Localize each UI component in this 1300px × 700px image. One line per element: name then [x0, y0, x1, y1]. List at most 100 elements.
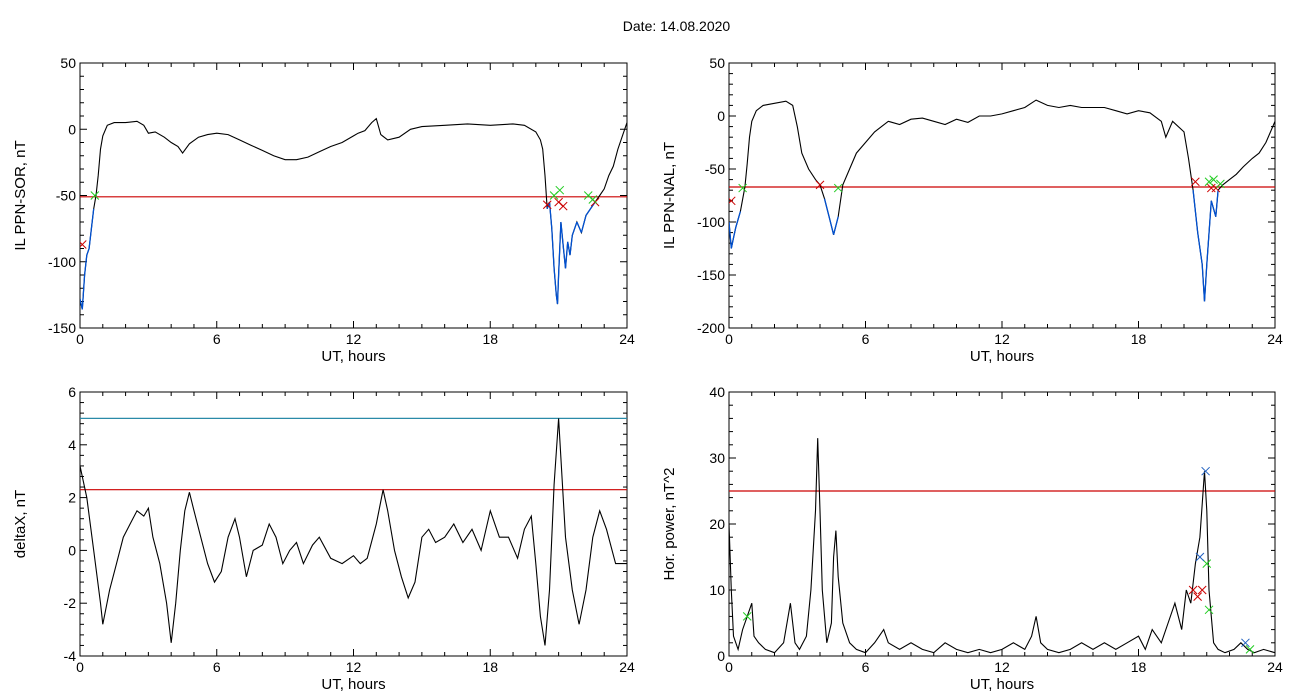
- x-tick-label: 18: [1131, 659, 1147, 675]
- x-tick-label: 24: [1267, 659, 1283, 675]
- y-tick-label: 0: [68, 542, 76, 558]
- marker-green-x: [1209, 175, 1218, 184]
- series-line: [80, 117, 627, 310]
- page-title: Date: 14.08.2020: [622, 18, 731, 34]
- marker-red-x-stroke-b: [80, 240, 87, 248]
- marker-blue-x: [1195, 552, 1205, 562]
- marker-green-x-stroke-b: [1209, 175, 1218, 184]
- y-tick-label: 0: [717, 108, 725, 124]
- marker-green-x: [1216, 179, 1225, 189]
- marker-green-x-stroke-b: [742, 612, 752, 621]
- x-tick-label: 0: [725, 659, 733, 675]
- marker-green-x-stroke-b: [833, 183, 843, 193]
- marker-green-x-stroke-b: [583, 191, 593, 200]
- marker-red-x-stroke-b: [1197, 585, 1207, 595]
- y-axis-label: IL PPN-NAL, nT: [661, 142, 678, 249]
- x-tick-label: 6: [213, 659, 221, 675]
- series-line-active: [729, 190, 1219, 302]
- y-tick-label: 0: [68, 121, 76, 137]
- x-axis-label: UT, hours: [970, 348, 1034, 365]
- marker-red-x: [815, 180, 825, 190]
- y-tick-label: -50: [56, 188, 76, 204]
- panel-il-ppn-nal: 0 6 12 18 24 -200 -150 -100 -50 0 50 UT, hours IL PP…: [661, 55, 1283, 365]
- plot-area: [80, 117, 627, 310]
- marker-green-x: [588, 195, 598, 204]
- marker-red-x-stroke-b: [542, 200, 552, 210]
- marker-green-x-stroke-b: [1245, 645, 1255, 654]
- marker-red-x-stroke-b: [1206, 183, 1216, 193]
- panel-il-ppn-sor: 0 6 12 18 24 -150 -100 -50 0 50 UT, hours IL PPN-SO…: [12, 55, 635, 365]
- plot-area: [729, 438, 1275, 654]
- marker-green-x: [738, 183, 748, 193]
- y-tick-label: -200: [697, 320, 725, 336]
- y-axis-label: IL PPN-SOR, nT: [12, 140, 29, 250]
- plot-frame: [79, 391, 628, 657]
- x-tick-label: 12: [346, 659, 362, 675]
- y-tick-label: -2: [64, 595, 77, 611]
- marker-green-x: [1204, 177, 1214, 187]
- y-tick-label: -100: [697, 214, 725, 230]
- marker-green-x-stroke-b: [555, 185, 565, 195]
- y-tick-label: 6: [68, 384, 76, 400]
- y-tick-label: 50: [60, 55, 76, 71]
- marker-red-x: [80, 240, 87, 249]
- marker-green-x: [1245, 645, 1255, 654]
- marker-blue-x-stroke-b: [1201, 466, 1210, 476]
- marker-green-x: [742, 612, 752, 621]
- series-line-active: [80, 201, 596, 310]
- x-tick-label: 12: [346, 331, 362, 347]
- y-tick-label: -150: [697, 267, 725, 283]
- marker-red-x-stroke-b: [1191, 177, 1200, 187]
- x-tick-label: 6: [862, 659, 870, 675]
- x-tick-label: 18: [482, 331, 498, 347]
- y-tick-label: -4: [64, 648, 77, 664]
- y-tick-label: 50: [709, 55, 725, 71]
- y-axis-label: deltaX, nT: [12, 490, 29, 558]
- series-line: [729, 99, 1275, 302]
- marker-green-x-stroke-b: [588, 195, 598, 204]
- y-tick-label: 0: [717, 648, 725, 664]
- x-tick-label: 18: [482, 659, 498, 675]
- y-tick-label: -150: [48, 320, 76, 336]
- y-axis-label: Hor. power, nT^2: [661, 468, 678, 581]
- marker-blue-x-stroke-b: [1195, 552, 1205, 562]
- marker-green-x-stroke-b: [90, 191, 100, 200]
- marker-red-x-stroke-b: [729, 196, 736, 204]
- x-tick-label: 12: [994, 659, 1010, 675]
- x-tick-label: 6: [213, 331, 221, 347]
- marker-green-x: [833, 183, 843, 193]
- marker-green-x-stroke-b: [1204, 605, 1214, 615]
- y-tick-label: 10: [709, 582, 725, 598]
- marker-red-x: [1206, 183, 1216, 193]
- marker-green-x-stroke-b: [1216, 179, 1225, 189]
- marker-green-x-stroke-b: [1202, 559, 1212, 568]
- x-tick-label: 0: [76, 659, 84, 675]
- marker-green-x: [1202, 559, 1212, 568]
- marker-green-x: [555, 185, 565, 195]
- plot-area: [729, 99, 1275, 302]
- plot-frame: [79, 62, 628, 329]
- x-tick-label: 0: [76, 331, 84, 347]
- y-tick-label: 4: [68, 437, 76, 453]
- series-line: [80, 418, 627, 646]
- marker-red-x: [542, 200, 552, 210]
- plot-frame: [728, 391, 1276, 657]
- marker-red-x-stroke-b: [1188, 585, 1198, 595]
- marker-red-x-stroke-b: [815, 180, 825, 190]
- marker-red-x: [1193, 592, 1203, 601]
- y-tick-label: -50: [705, 161, 725, 177]
- marker-red-x-stroke-b: [554, 197, 563, 207]
- marker-red-x-stroke-b: [1193, 592, 1203, 601]
- marker-red-x: [729, 196, 736, 206]
- panel-hor-power: 0 6 12 18 24 0 10 20 30 40 UT, hours Hor. power, nT…: [661, 384, 1283, 693]
- y-tick-label: 30: [709, 450, 725, 466]
- x-axis-label: UT, hours: [321, 676, 385, 693]
- x-tick-label: 12: [994, 331, 1010, 347]
- x-axis-label: UT, hours: [970, 676, 1034, 693]
- marker-red-x: [1197, 585, 1207, 595]
- marker-green-x: [90, 191, 100, 200]
- marker-red-x: [558, 201, 568, 211]
- x-tick-label: 18: [1131, 331, 1147, 347]
- marker-red-x-stroke-b: [558, 201, 568, 211]
